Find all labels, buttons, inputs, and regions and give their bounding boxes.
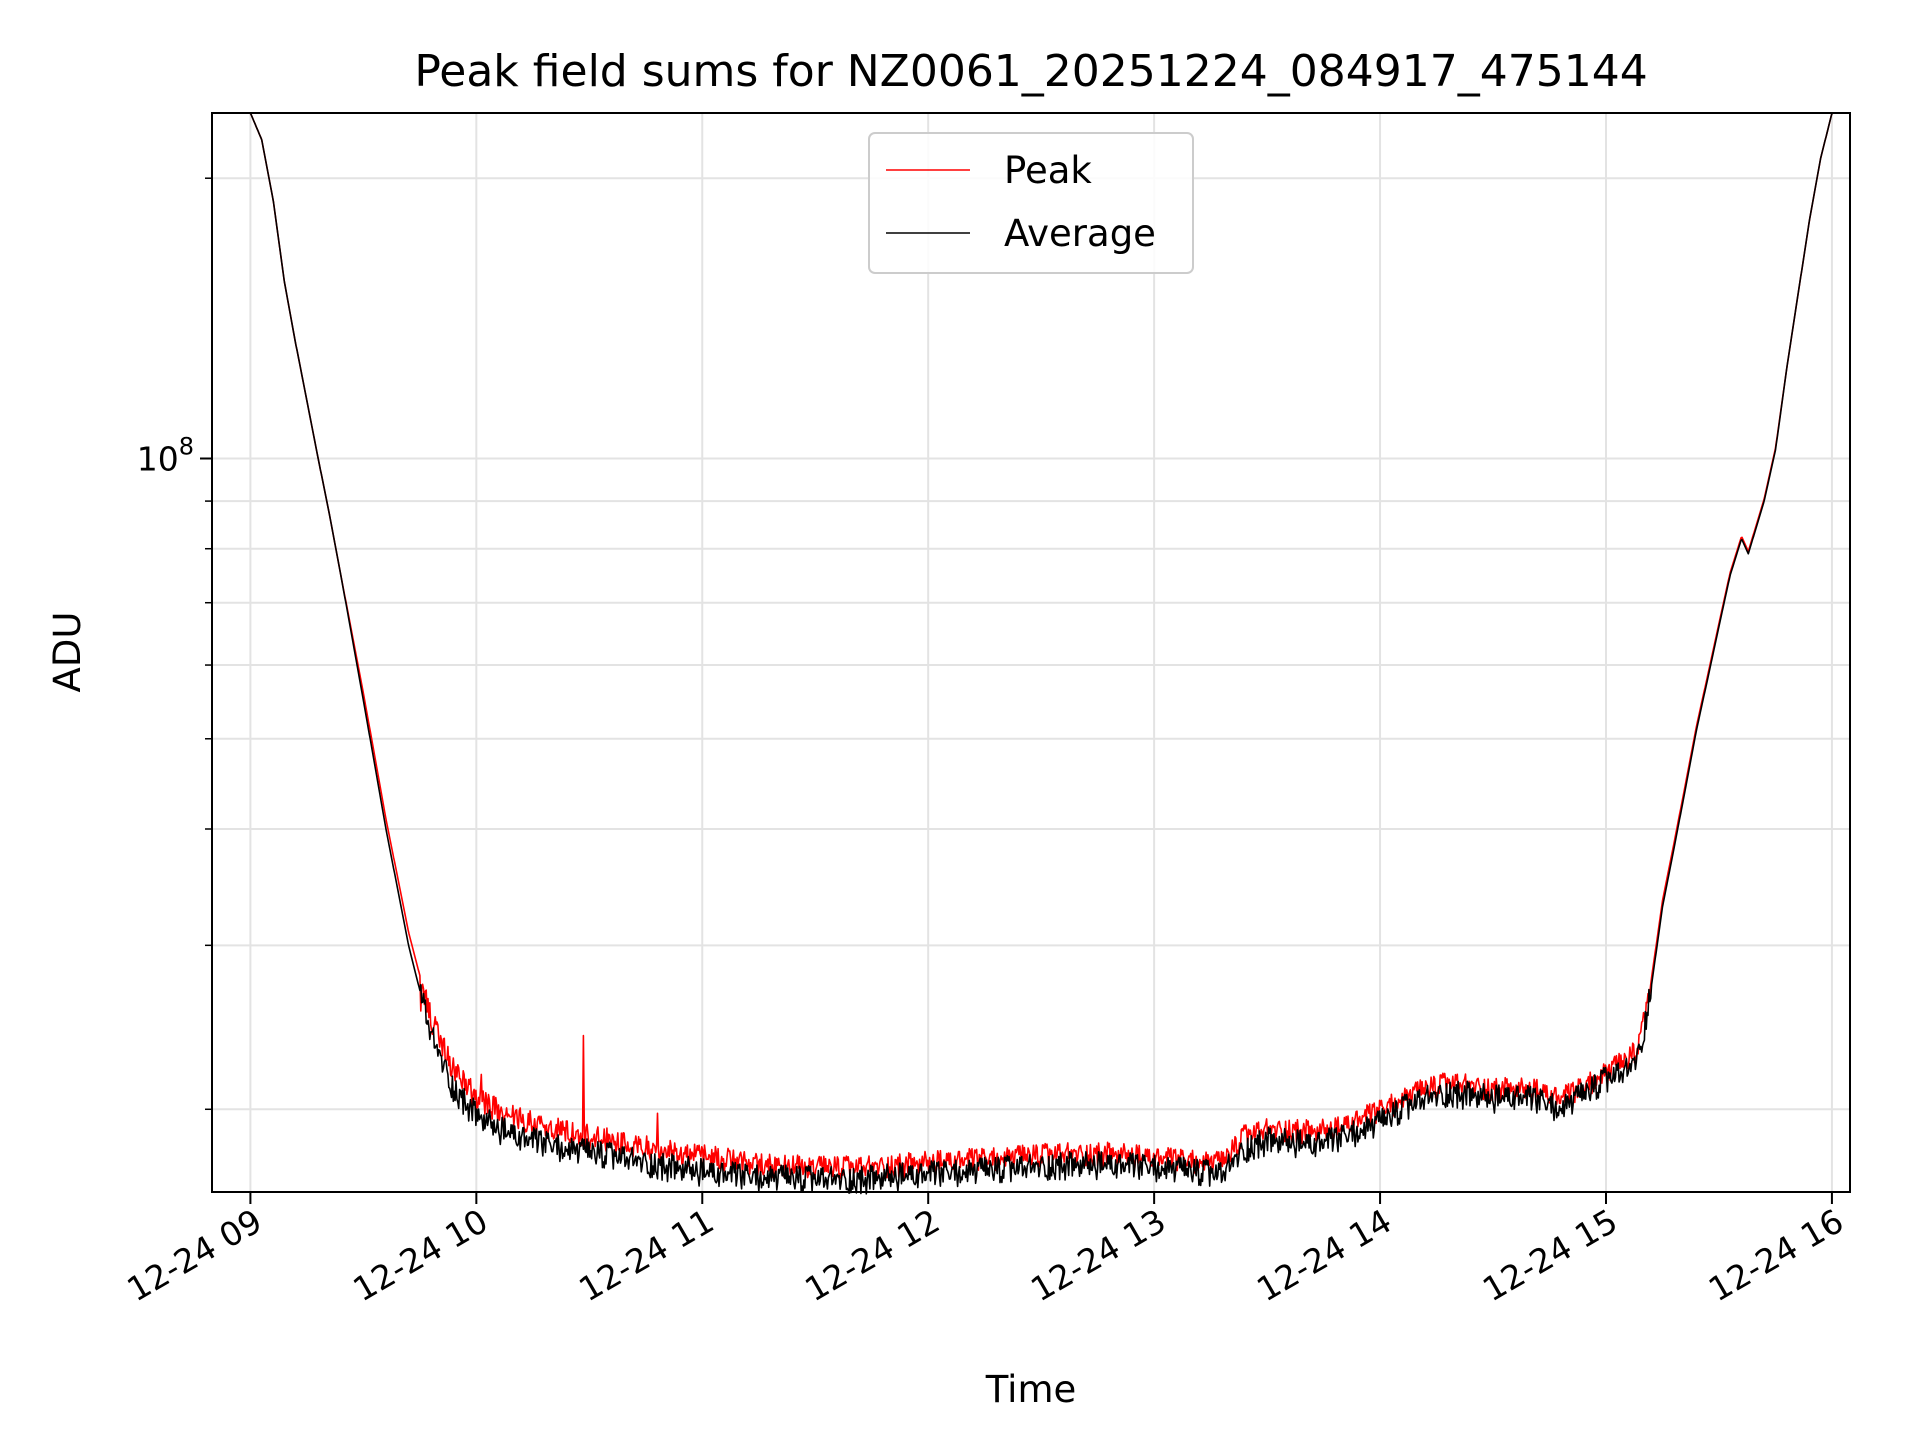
legend-box <box>868 132 1194 274</box>
series-average-line <box>212 112 1850 1195</box>
legend: Peak Average <box>868 132 1194 274</box>
x-axis-label: Time <box>985 1368 1077 1411</box>
legend-average-label: Average <box>1004 212 1156 255</box>
legend-peak-label: Peak <box>1004 149 1092 192</box>
y-tick-label: 108 <box>137 432 194 478</box>
y-axis: 108 <box>137 177 212 1111</box>
series-layer <box>212 112 1850 1195</box>
y-axis-label: ADU <box>46 612 89 693</box>
chart-title: Peak field sums for NZ0061_20251224_0849… <box>414 46 1647 97</box>
plot-frame <box>211 112 1851 1193</box>
